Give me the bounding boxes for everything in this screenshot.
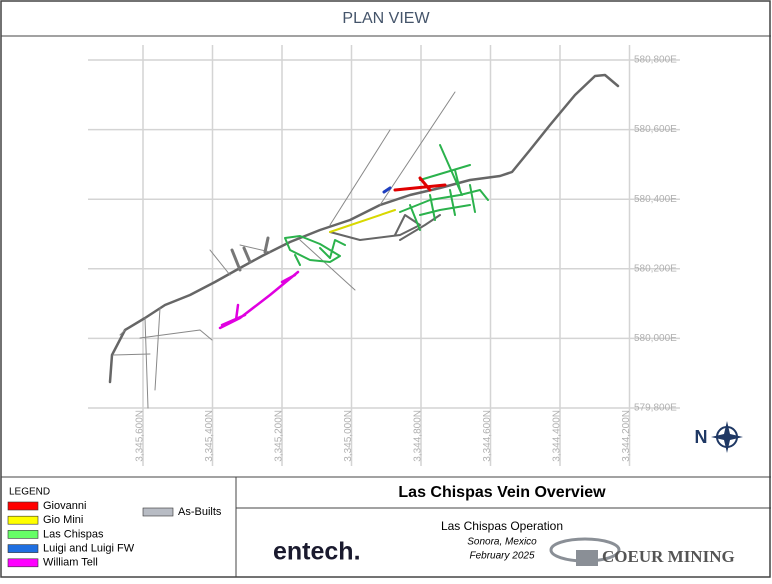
legend-label: As-Builts xyxy=(178,506,222,518)
legend-swatch xyxy=(142,507,174,517)
legend-label: Luigi and Luigi FW xyxy=(43,543,135,555)
northing-label: 3,344,400N xyxy=(552,410,563,462)
easting-label: 580,600E xyxy=(634,124,677,135)
legend-swatch xyxy=(7,558,39,568)
north-arrow: N xyxy=(695,421,743,453)
legend: Giovanni Gio Mini Las Chispas Luigi and Lui… xyxy=(7,500,222,569)
operation: Las Chispas Operation xyxy=(441,519,563,533)
legend-title: LEGEND xyxy=(9,487,50,498)
logo-entech: entech. xyxy=(273,538,361,566)
logo-text: COEUR MINING xyxy=(602,547,735,566)
legend-label: William Tell xyxy=(43,557,98,569)
northing-label: 3,344,600N xyxy=(482,410,493,462)
block-title: Las Chispas Vein Overview xyxy=(398,484,606,501)
northing-label: 3,344,200N xyxy=(621,410,632,462)
workings xyxy=(108,73,620,409)
easting-label: 580,800E xyxy=(634,55,677,66)
easting-label: 580,000E xyxy=(634,333,677,344)
title: PLAN VIEW xyxy=(342,10,430,27)
logo-coeur: COEUR MINING xyxy=(549,537,735,566)
northing-label: 3,345,400N xyxy=(204,410,215,462)
easting-label: 579,800E xyxy=(634,403,677,414)
northing-label: 3,345,200N xyxy=(274,410,285,462)
north-label: N xyxy=(695,427,708,447)
date: February 2025 xyxy=(469,551,534,562)
legend-swatch xyxy=(7,530,39,539)
legend-label: Gio Mini xyxy=(43,514,83,526)
easting-label: 580,200E xyxy=(634,263,677,274)
northing-label: 3,344,800N xyxy=(413,410,424,462)
northing-label: 3,345,600N xyxy=(135,410,146,462)
easting-label: 580,400E xyxy=(634,194,677,205)
location: Sonora, Mexico xyxy=(467,537,537,548)
northing-label: 3,345,000N xyxy=(343,410,354,462)
grid: 580,800E 580,600E 580,400E 580,200E 580,000E… xyxy=(88,45,680,466)
legend-swatch xyxy=(7,501,39,511)
legend-label: Las Chispas xyxy=(43,528,104,540)
legend-swatch xyxy=(7,515,39,525)
legend-label: Giovanni xyxy=(43,500,86,512)
legend-swatch xyxy=(7,544,39,553)
